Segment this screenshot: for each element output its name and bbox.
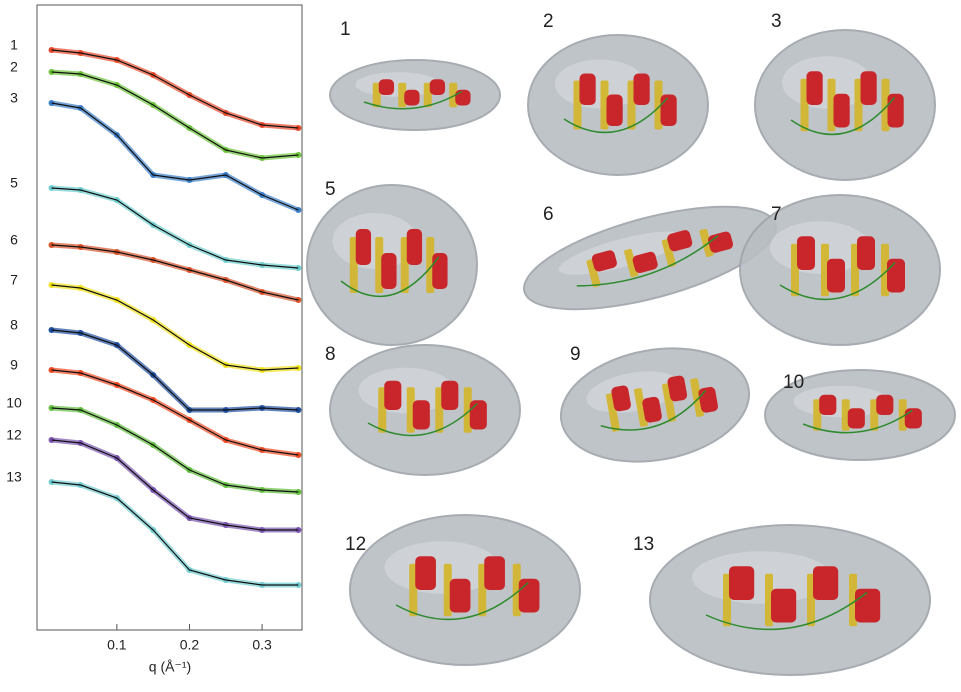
helix [455,90,470,106]
helix [827,259,845,293]
x-axis-label: q (Å⁻¹) [149,659,191,675]
helix [470,400,487,429]
structure [528,35,708,175]
helix [848,408,865,428]
curve-label: 6 [10,232,18,248]
curve-label: 1 [10,37,18,53]
x-tick-label: 0.3 [252,637,272,653]
helix [861,71,877,105]
helix [634,74,650,106]
structure-label: 9 [570,344,581,365]
structure-label: 12 [345,534,366,555]
helix [887,259,905,293]
helix [413,400,430,429]
structure [350,515,580,665]
curve-label: 2 [10,59,18,75]
structure [650,525,930,675]
helix [430,79,445,95]
structure-label: 10 [783,372,804,393]
structure-label: 6 [543,204,554,225]
fit-line [52,440,299,530]
helix [519,579,540,613]
curve-label: 8 [10,317,18,333]
helix [415,556,436,590]
structure [755,30,935,180]
helix [432,253,447,289]
structure-label: 1 [340,19,351,40]
helix [441,381,458,410]
helix [819,395,836,415]
helix [407,229,422,265]
helix [580,74,596,106]
structure [330,345,520,475]
fit-line [52,440,299,530]
helix [855,589,880,623]
figure: q (Å⁻¹) 0.10.20.312356789101213123567891… [0,0,961,692]
helix [876,395,893,415]
curve-label: 12 [6,427,22,443]
helix [607,95,623,127]
structure-label: 2 [543,11,554,32]
fit-line [52,188,299,268]
helix [404,90,419,106]
helix [729,566,754,600]
fit-line [52,482,299,585]
curve-label: 10 [6,395,22,411]
structure [307,185,477,345]
plot-frame [37,5,302,630]
curve-label: 13 [6,469,22,485]
structure [552,334,758,475]
helix [771,589,796,623]
helix [807,71,823,105]
curve-label: 9 [10,357,18,373]
helix [888,94,904,128]
helix [379,79,394,95]
helix [661,95,677,127]
structure-label: 7 [771,204,782,225]
helix [384,381,401,410]
helix [797,236,815,270]
helix [484,556,505,590]
structure [330,60,500,130]
structure-label: 3 [771,11,782,32]
helix [834,94,850,128]
structure-label: 5 [325,179,336,200]
helix [356,229,371,265]
x-tick-label: 0.1 [107,637,127,653]
fit-line [52,482,299,585]
fit-line [52,188,299,268]
curve-label: 5 [10,175,18,191]
x-tick-label: 0.2 [180,637,200,653]
structure-label: 8 [325,344,336,365]
curve-label: 7 [10,272,18,288]
helix [813,566,838,600]
helix [450,579,471,613]
fit-line [52,285,299,370]
fit-line [52,285,299,370]
structure [740,195,940,345]
helix [857,236,875,270]
curve-label: 3 [10,90,18,106]
helix [381,253,396,289]
structure-label: 13 [633,534,654,555]
helix [905,408,922,428]
